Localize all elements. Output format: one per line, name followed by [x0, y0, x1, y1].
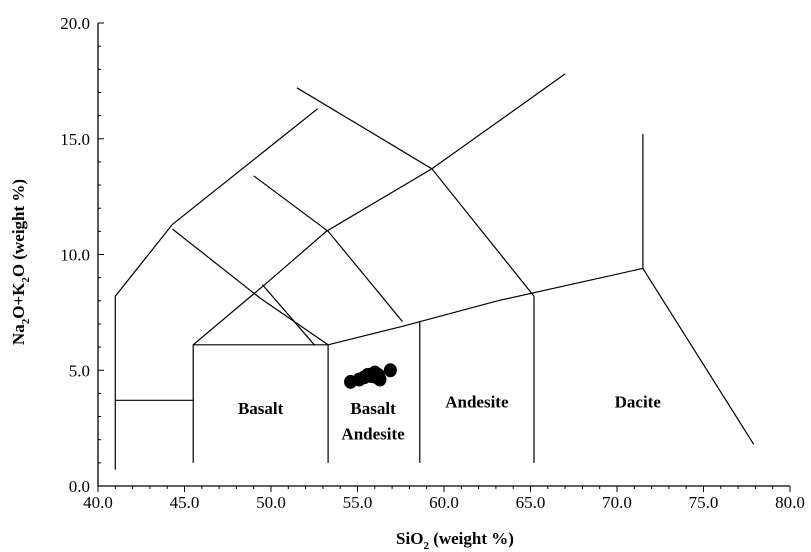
field-boundary-line — [261, 284, 315, 346]
y-tick-label: 0.0 — [69, 477, 90, 496]
y-tick-label: 20.0 — [60, 14, 90, 33]
y-tick-label: 5.0 — [69, 361, 90, 380]
field-label: Basalt — [238, 399, 284, 418]
field-label: Andesite — [445, 392, 509, 411]
x-tick-label: 40.0 — [83, 493, 113, 512]
x-tick-label: 60.0 — [429, 493, 459, 512]
axes — [97, 23, 790, 487]
y-axis-title: Na2O+K2O (weight %) — [9, 179, 32, 345]
x-tick-label: 55.0 — [343, 493, 373, 512]
field-boundary-line — [296, 87, 535, 297]
field-label: Basalt — [350, 399, 396, 418]
x-tick-label: 45.0 — [170, 493, 200, 512]
field-boundary-line — [642, 134, 755, 445]
x-tick-label: 50.0 — [256, 493, 286, 512]
y-tick-label: 10.0 — [60, 246, 90, 265]
x-tick-label: 70.0 — [602, 493, 632, 512]
x-axis-title: SiO2 (weight %) — [396, 529, 514, 552]
x-tick-label: 75.0 — [689, 493, 719, 512]
field-boundary-line — [172, 228, 329, 346]
field-label: Andesite — [341, 425, 405, 444]
field-boundary-line — [192, 73, 566, 463]
data-point — [373, 372, 387, 387]
field-boundary-line — [253, 175, 403, 322]
x-tick-label: 80.0 — [775, 493, 805, 512]
y-tick-label: 15.0 — [60, 130, 90, 149]
data-point — [383, 363, 397, 378]
field-boundaries — [114, 73, 755, 470]
field-boundary-line — [114, 108, 319, 470]
data-points — [344, 363, 397, 389]
axis-ticks: 40.0 45.0 50.0 55.0 60.0 65.0 70.0 75.0 80.0 0.0 5… — [60, 14, 805, 512]
field-label: Dacite — [615, 392, 662, 411]
x-tick-label: 65.0 — [516, 493, 546, 512]
field-labels: Basalt Basalt Andesite Andesite Dacite — [238, 392, 661, 443]
field-boundary-line — [193, 267, 644, 346]
